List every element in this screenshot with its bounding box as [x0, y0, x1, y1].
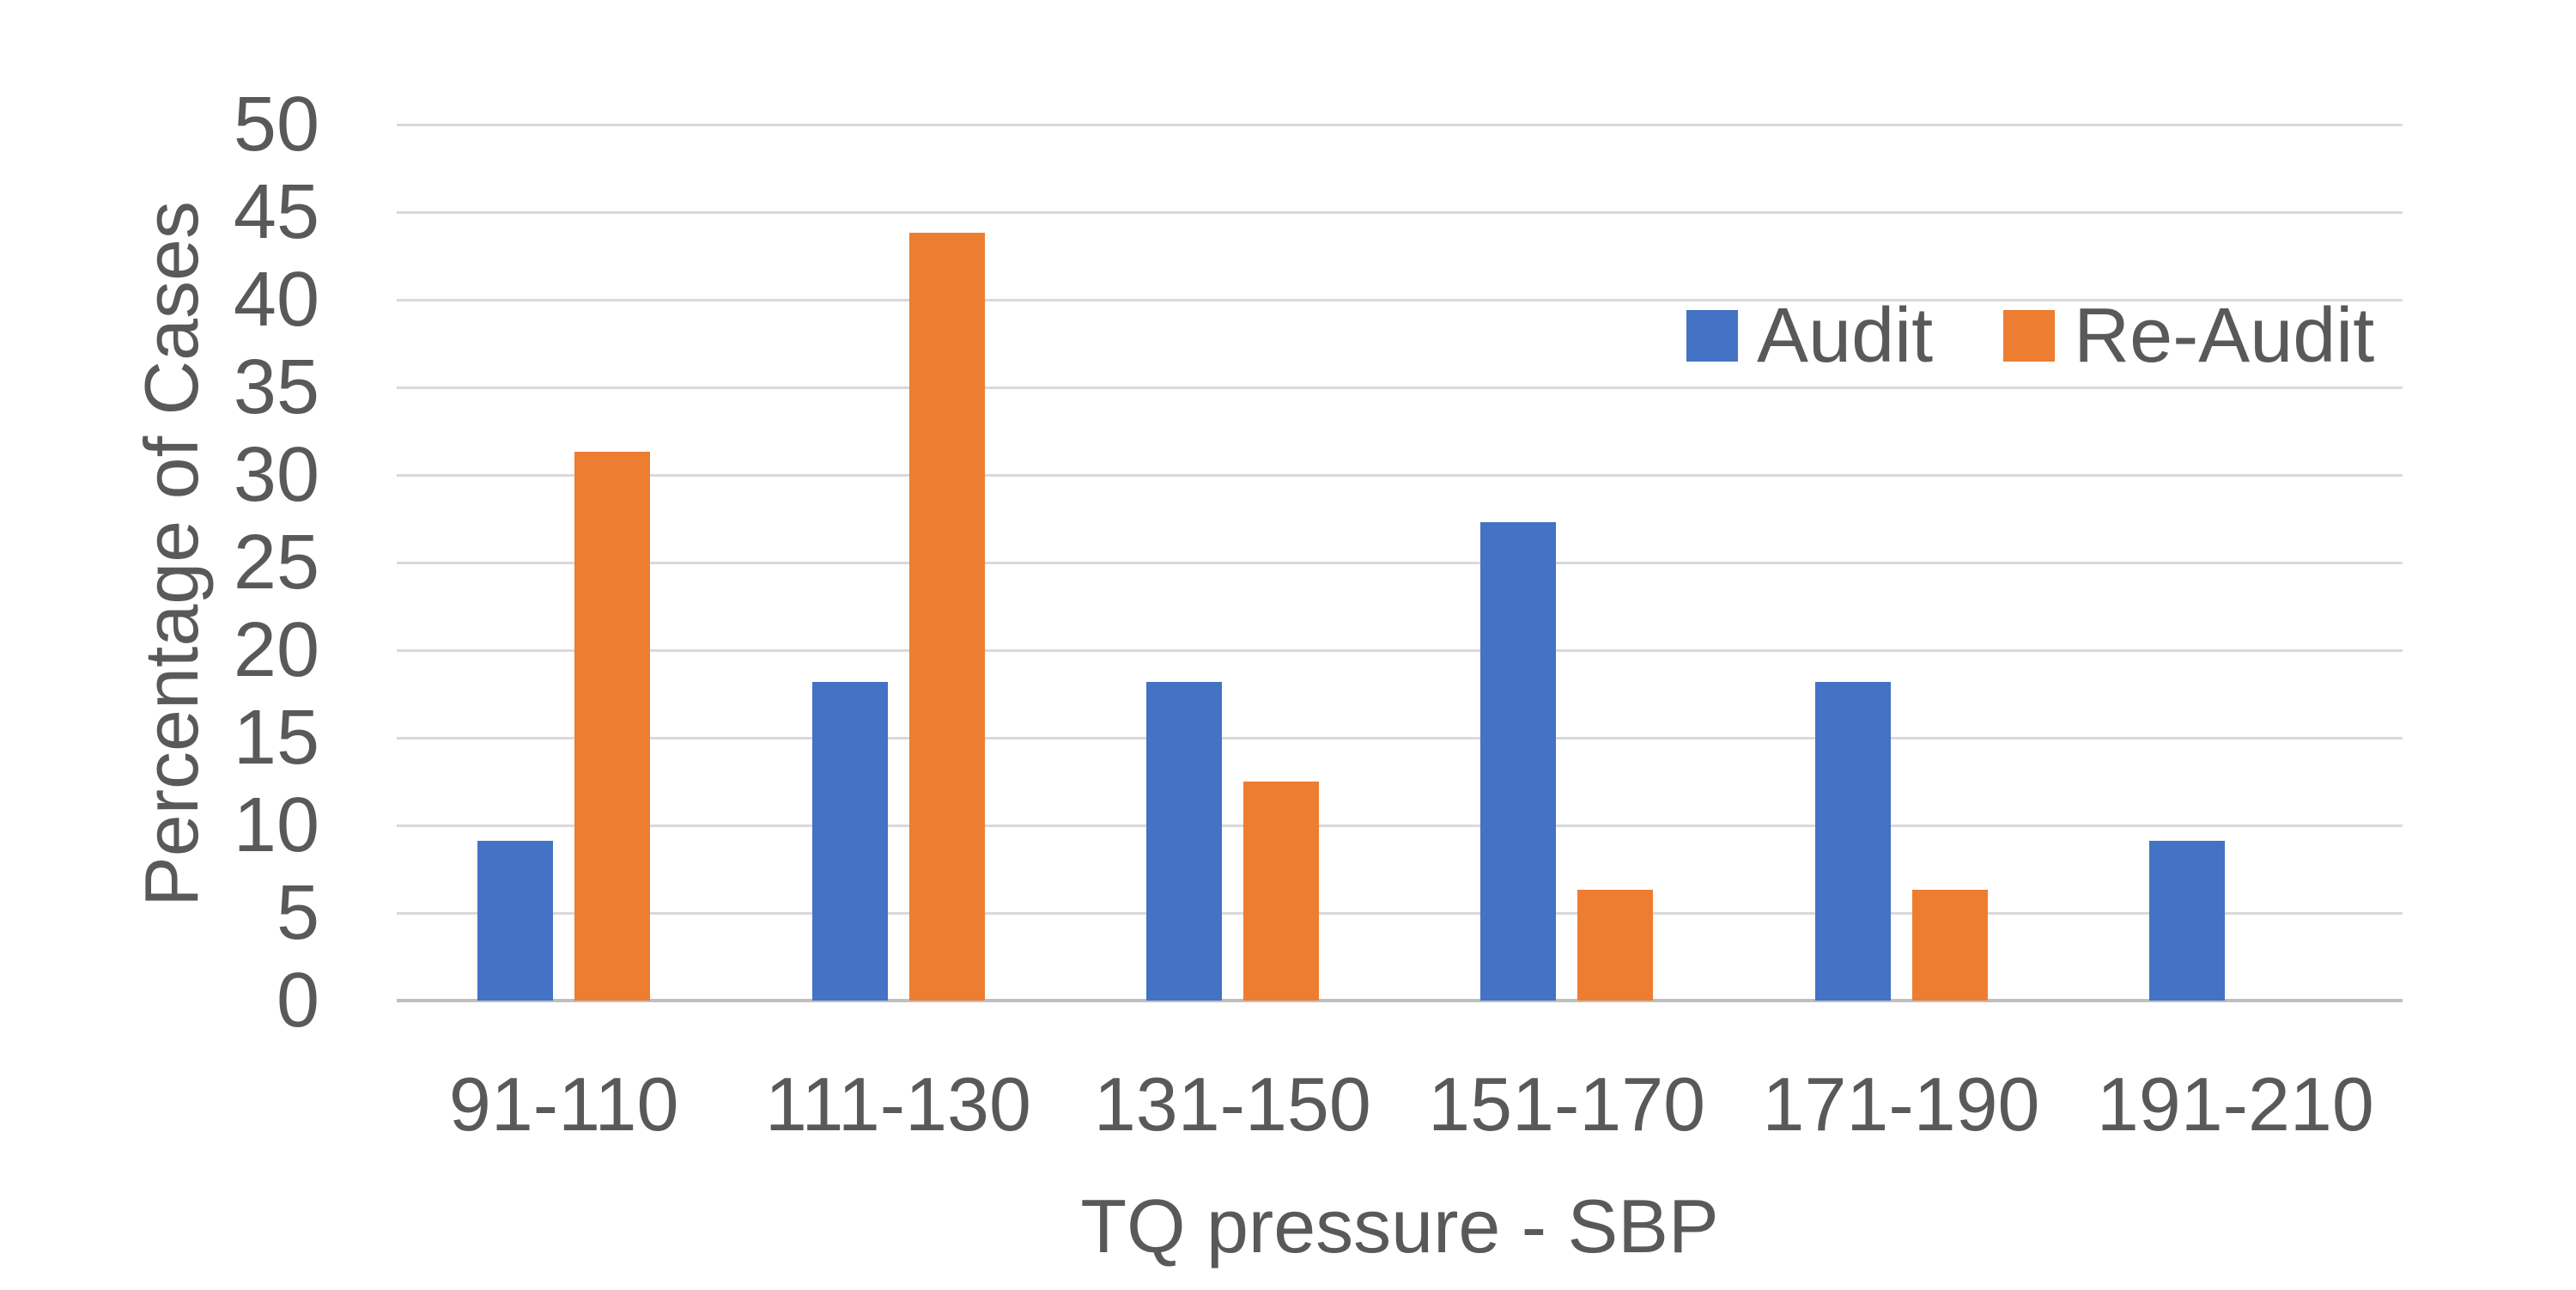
legend-label-re-audit: Re-Audit: [2074, 293, 2375, 379]
gridline-5: [397, 911, 2403, 915]
x-tick-label-91-110: 91-110: [448, 1062, 679, 1147]
y-tick-label-10: 10: [233, 782, 319, 868]
chart-legend: Audit Re-Audit: [1686, 296, 2374, 375]
legend-item-audit: Audit: [1686, 296, 1933, 375]
legend-swatch-audit: [1686, 310, 1738, 362]
y-tick-label-0: 0: [276, 958, 319, 1044]
x-tick-label-171-190: 171-190: [1762, 1062, 2040, 1147]
bar-audit-151-170: [1480, 522, 1557, 1001]
bar-audit-171-190: [1814, 681, 1891, 1001]
gridline-15: [397, 736, 2403, 739]
bar-audit-91-110: [477, 841, 554, 1001]
y-tick-label-35: 35: [233, 344, 319, 430]
bar-re-audit-151-170: [1577, 890, 1654, 1001]
y-tick-label-20: 20: [233, 607, 319, 693]
bar-re-audit-91-110: [574, 452, 651, 1001]
y-tick-label-5: 5: [276, 870, 319, 956]
bar-audit-111-130: [811, 681, 888, 1001]
legend-item-re-audit: Re-Audit: [2003, 296, 2374, 375]
gridline-35: [397, 386, 2403, 389]
gridline-10: [397, 824, 2403, 827]
x-tick-label-111-130: 111-130: [765, 1062, 1031, 1147]
plot-area: [397, 123, 2403, 1002]
bar-re-audit-171-190: [1911, 890, 1988, 1001]
bar-re-audit-131-150: [1242, 782, 1319, 1001]
gridline-40: [397, 298, 2403, 301]
x-axis-title: TQ pressure - SBP: [1080, 1184, 1719, 1269]
legend-label-audit: Audit: [1757, 293, 1934, 379]
bar-re-audit-111-130: [908, 233, 985, 1001]
gridline-25: [397, 561, 2403, 564]
y-tick-label-45: 45: [233, 169, 319, 255]
bar-audit-131-150: [1145, 681, 1222, 1001]
bar-audit-191-210: [2148, 841, 2225, 1001]
x-tick-label-131-150: 131-150: [1093, 1062, 1371, 1147]
gridline-20: [397, 648, 2403, 652]
x-tick-label-191-210: 191-210: [2096, 1062, 2374, 1147]
gridline-30: [397, 473, 2403, 477]
x-tick-label-151-170: 151-170: [1428, 1062, 1706, 1147]
gridline-50: [397, 123, 2403, 126]
y-tick-label-50: 50: [233, 82, 319, 167]
y-tick-label-15: 15: [233, 695, 319, 781]
y-tick-label-30: 30: [233, 432, 319, 518]
legend-swatch-re-audit: [2003, 310, 2056, 362]
y-tick-label-40: 40: [233, 257, 319, 343]
gridline-45: [397, 210, 2403, 214]
y-tick-label-25: 25: [233, 520, 319, 605]
x-axis-line: [397, 999, 2403, 1002]
